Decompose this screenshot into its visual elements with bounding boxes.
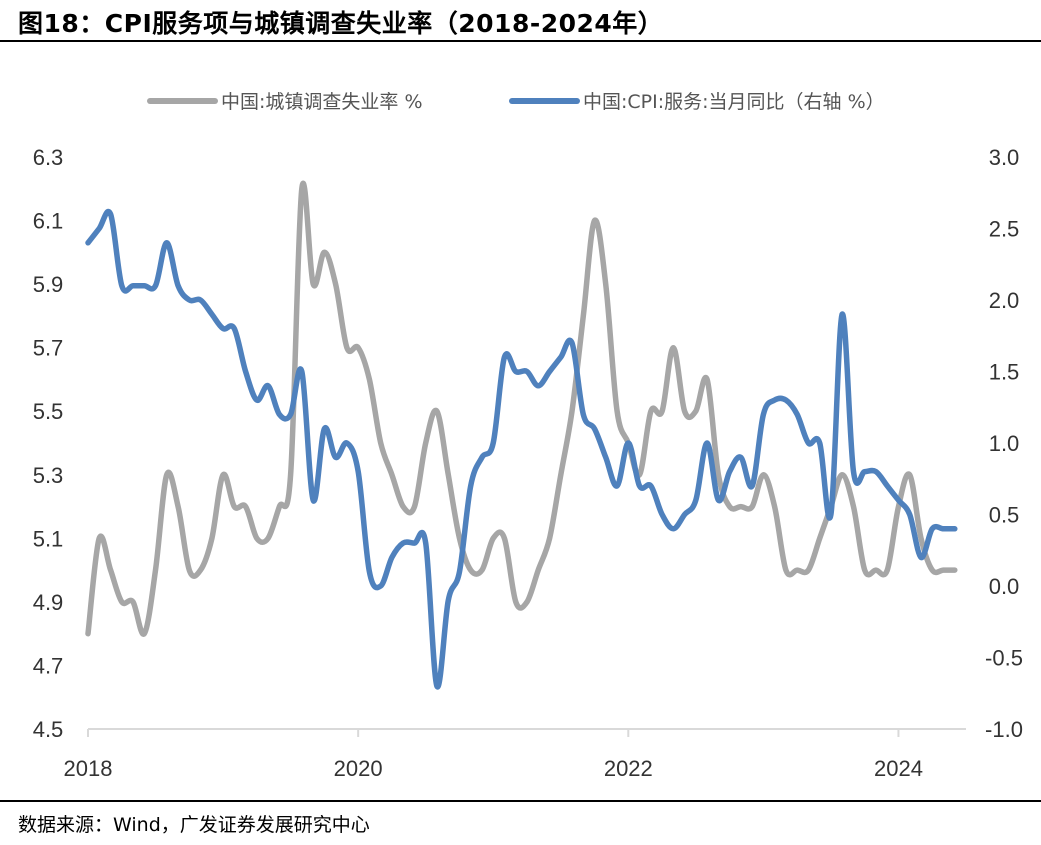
x-axis-tick-label: 2018	[64, 756, 113, 781]
left-axis-tick-label: 4.9	[33, 590, 64, 615]
right-axis-tick-label: 3.0	[989, 145, 1020, 170]
title-divider	[0, 40, 1041, 42]
legend-label-unemployment: 中国:城镇调查失业率 %	[221, 91, 423, 113]
chart-area: 中国:城镇调查失业率 % 中国:CPI:服务:当月同比（右轴 %） 4.5 4.7…	[33, 91, 1023, 781]
left-axis-tick-label: 5.7	[33, 336, 64, 361]
right-axis-tick-label: 1.5	[989, 360, 1020, 385]
left-axis-tick-label: 5.9	[33, 272, 64, 297]
right-axis-tick-label: 2.0	[989, 288, 1020, 313]
right-axis-tick-label: 0.5	[989, 503, 1020, 528]
right-axis-tick-label: -0.5	[985, 646, 1023, 671]
right-axis-tick-label: -1.0	[985, 717, 1023, 742]
footer-divider	[0, 800, 1041, 802]
source-note: 数据来源：Wind，广发证券发展研究中心	[18, 814, 370, 836]
chart-legend: 中国:城镇调查失业率 % 中国:CPI:服务:当月同比（右轴 %）	[147, 91, 885, 113]
x-axis-tick-label: 2020	[334, 756, 383, 781]
left-axis-tick-label: 4.7	[33, 653, 64, 678]
figure-title: 图18：CPI服务项与城镇调查失业率（2018-2024年）	[18, 9, 664, 38]
left-axis-tick-label: 5.1	[33, 526, 64, 551]
x-axis-tick-label: 2024	[874, 756, 923, 781]
right-axis-tick-label: 0.0	[989, 574, 1020, 599]
series-line-cpi-services	[85, 209, 958, 690]
series-line-unemployment	[85, 180, 958, 637]
left-axis-tick-label: 6.1	[33, 209, 64, 234]
x-axis-tick-label: 2022	[604, 756, 653, 781]
left-axis-tick-label: 5.5	[33, 399, 64, 424]
right-axis-tick-label: 1.0	[989, 431, 1020, 456]
left-axis-tick-label: 5.3	[33, 463, 64, 488]
legend-label-cpi-services: 中国:CPI:服务:当月同比（右轴 %）	[583, 91, 885, 113]
left-axis-tick-label: 6.3	[33, 145, 64, 170]
right-axis-tick-label: 2.5	[989, 217, 1020, 242]
left-axis-tick-label: 4.5	[33, 717, 64, 742]
